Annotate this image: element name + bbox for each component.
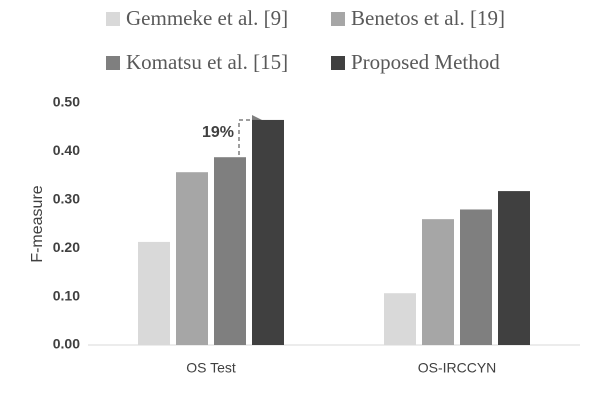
legend-label: Komatsu et al. [15]	[126, 50, 288, 74]
bar	[252, 119, 284, 345]
bar	[214, 157, 246, 345]
bar	[498, 191, 530, 345]
bar	[138, 241, 170, 345]
y-tick-label: 0.30	[53, 191, 80, 207]
y-tick-label: 0.10	[53, 287, 80, 303]
legend-swatch	[106, 12, 120, 26]
legend-label: Proposed Method	[351, 50, 500, 74]
y-tick-label: 0.40	[53, 142, 80, 158]
bar	[176, 172, 208, 345]
y-tick-label: 0.20	[53, 239, 80, 255]
annotation-arrow	[238, 119, 254, 155]
legend-label: Gemmeke et al. [9]	[126, 6, 288, 30]
y-tick-label: 0.50	[53, 94, 80, 110]
annotation: 19%	[202, 124, 234, 141]
bar	[460, 209, 492, 345]
y-tick-label: 0.00	[53, 336, 80, 352]
legend-swatch	[331, 56, 345, 70]
x-tick-label: OS Test	[186, 360, 236, 376]
legend-swatch	[331, 12, 345, 26]
bar	[422, 219, 454, 345]
x-tick-label: OS-IRCCYN	[418, 360, 497, 376]
legend-swatch	[106, 56, 120, 70]
bar	[384, 293, 416, 345]
legend-label: Benetos et al. [19]	[351, 6, 505, 30]
y-axis-label: F-measure	[29, 185, 46, 262]
